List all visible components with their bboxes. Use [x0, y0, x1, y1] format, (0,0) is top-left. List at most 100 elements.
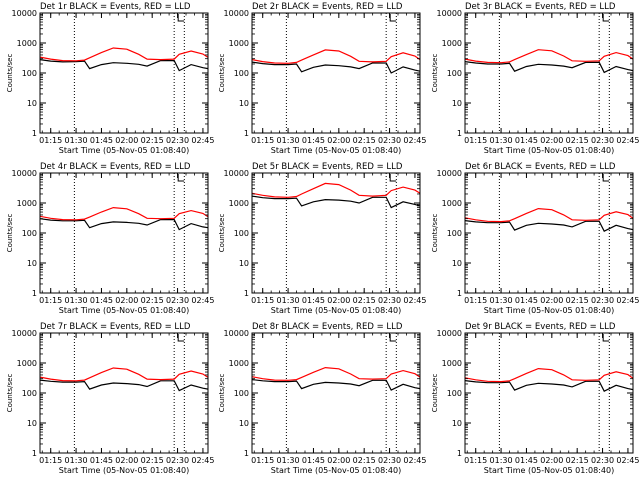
- x-tick-label: 01:30: [490, 456, 513, 465]
- plot-frame: [251, 172, 421, 294]
- x-tick-label: 02:00: [540, 136, 563, 145]
- x-tick-label: 02:45: [403, 136, 426, 145]
- x-tick-label: 01:45: [90, 296, 113, 305]
- x-tick-label: 02:15: [353, 456, 376, 465]
- y-tick-label: 10: [27, 99, 37, 108]
- x-tick-label: 01:30: [490, 136, 513, 145]
- y-tick-label: 100: [22, 69, 37, 78]
- interval-bracket-mark: [389, 174, 397, 182]
- x-axis-label: Start Time (05-Nov-05 01:08:40): [59, 306, 189, 315]
- y-tick-label: 1000: [17, 359, 37, 368]
- x-tick-label: 01:45: [515, 456, 538, 465]
- y-tick-label: 100: [447, 229, 462, 238]
- y-tick-label: 10: [27, 259, 37, 268]
- panel-4: Det 4r BLACK = Events, RED = LLD 1 10 100 10…: [6, 162, 214, 315]
- y-tick-label: 10000: [224, 9, 249, 18]
- panel-title: Det 6r BLACK = Events, RED = LLD: [465, 162, 616, 172]
- series-lld-line: [251, 366, 421, 381]
- series-events-line: [251, 379, 421, 391]
- panel-1: Det 1r BLACK = Events, RED = LLD 1 10 100 10…: [6, 2, 214, 155]
- panel-title: Det 2r BLACK = Events, RED = LLD: [252, 2, 403, 12]
- x-tick-label: 02:30: [591, 456, 614, 465]
- x-tick-label: 02:00: [327, 456, 350, 465]
- x-tick-label: 02:00: [115, 136, 138, 145]
- y-tick-label: 1: [32, 449, 37, 458]
- y-tick-label: 10000: [12, 9, 37, 18]
- x-tick-label: 01:45: [302, 456, 325, 465]
- y-tick-label: 1: [244, 129, 249, 138]
- x-tick-label: 02:45: [403, 296, 426, 305]
- interval-bracket-mark: [177, 14, 185, 22]
- x-tick-label: 01:15: [464, 456, 487, 465]
- x-axis-label: Start Time (05-Nov-05 01:08:40): [271, 466, 401, 475]
- y-tick-label: 10: [239, 259, 249, 268]
- y-tick-label: 10: [452, 259, 462, 268]
- x-tick-label: 02:15: [566, 296, 589, 305]
- interval-bracket-mark: [177, 174, 185, 182]
- x-axis-label: Start Time (05-Nov-05 01:08:40): [271, 146, 401, 155]
- y-tick-label: 1: [244, 289, 249, 298]
- y-tick-label: 10000: [224, 169, 249, 178]
- x-axis-label: Start Time (05-Nov-05 01:08:40): [484, 306, 614, 315]
- panel-5: Det 5r BLACK = Events, RED = LLD 1 10 100 10…: [218, 162, 426, 315]
- x-tick-label: 01:30: [277, 456, 300, 465]
- y-tick-label: 100: [447, 69, 462, 78]
- x-tick-label: 01:30: [65, 296, 88, 305]
- x-tick-label: 02:00: [540, 296, 563, 305]
- interval-bracket-mark: [389, 334, 397, 342]
- y-tick-label: 100: [234, 229, 249, 238]
- panel-title: Det 1r BLACK = Events, RED = LLD: [40, 2, 191, 12]
- series-events-line: [251, 195, 421, 209]
- plot-frame: [39, 172, 209, 294]
- plot-frame: [251, 12, 421, 134]
- panel-2: Det 2r BLACK = Events, RED = LLD 1 10 100 10…: [218, 2, 426, 155]
- interval-bracket-mark: [177, 334, 185, 342]
- y-axis-label: Counts/sec: [431, 374, 439, 413]
- x-tick-label: 02:45: [616, 136, 639, 145]
- y-axis-label: Counts/sec: [431, 214, 439, 253]
- series-events-line: [39, 379, 209, 392]
- x-tick-label: 01:45: [90, 456, 113, 465]
- y-tick-label: 10: [452, 419, 462, 428]
- panel-3: Det 3r BLACK = Events, RED = LLD 1 10 100 10…: [431, 2, 639, 155]
- y-tick-label: 100: [234, 389, 249, 398]
- series-lld-line: [39, 367, 209, 382]
- x-tick-label: 02:15: [353, 296, 376, 305]
- panel-title: Det 9r BLACK = Events, RED = LLD: [465, 322, 616, 332]
- y-axis-label: Counts/sec: [218, 214, 226, 253]
- x-tick-label: 02:30: [378, 296, 401, 305]
- x-tick-label: 02:15: [566, 136, 589, 145]
- panel-8: Det 8r BLACK = Events, RED = LLD 1 10 100 10…: [218, 322, 426, 475]
- y-tick-label: 1: [244, 449, 249, 458]
- panel-title: Det 3r BLACK = Events, RED = LLD: [465, 2, 616, 12]
- x-tick-label: 01:15: [251, 296, 274, 305]
- y-tick-label: 1: [32, 129, 37, 138]
- series-events-line: [251, 61, 421, 74]
- y-axis-label: Counts/sec: [218, 374, 226, 413]
- y-tick-label: 1000: [229, 359, 249, 368]
- y-axis-label: Counts/sec: [6, 374, 14, 413]
- x-tick-label: 02:45: [616, 456, 639, 465]
- y-tick-label: 1000: [17, 199, 37, 208]
- y-tick-label: 100: [22, 389, 37, 398]
- x-tick-label: 01:30: [65, 456, 88, 465]
- y-tick-label: 100: [22, 229, 37, 238]
- y-tick-label: 1000: [229, 39, 249, 48]
- x-tick-label: 02:00: [115, 296, 138, 305]
- y-tick-label: 10000: [437, 169, 462, 178]
- x-tick-label: 02:15: [141, 296, 164, 305]
- x-tick-label: 02:30: [378, 136, 401, 145]
- y-tick-label: 10000: [437, 9, 462, 18]
- x-tick-label: 02:30: [166, 456, 189, 465]
- series-lld-line: [251, 182, 421, 198]
- y-tick-label: 10000: [224, 329, 249, 338]
- series-lld-line: [464, 207, 634, 223]
- x-tick-label: 02:15: [353, 136, 376, 145]
- y-tick-label: 10000: [437, 329, 462, 338]
- series-events-line: [39, 59, 209, 72]
- x-tick-label: 02:00: [327, 136, 350, 145]
- series-lld-line: [39, 47, 209, 62]
- x-tick-label: 02:45: [191, 296, 214, 305]
- x-axis-label: Start Time (05-Nov-05 01:08:40): [271, 306, 401, 315]
- series-lld-line: [251, 49, 421, 64]
